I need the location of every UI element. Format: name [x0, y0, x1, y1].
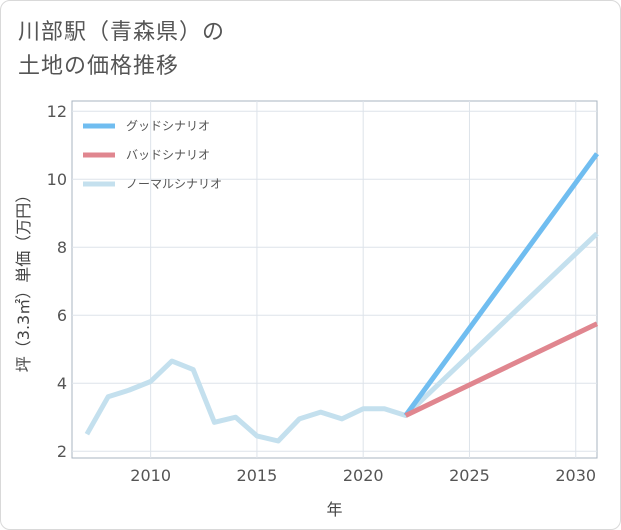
series-lines: [84, 152, 600, 444]
x-tick-label: 2015: [237, 466, 278, 485]
y-tick-label: 10: [47, 170, 67, 189]
x-tick-label: 2010: [130, 466, 171, 485]
x-tick-label: 2030: [555, 466, 596, 485]
chart-title: 川部駅（青森県）の 土地の価格推移: [18, 20, 226, 79]
legend-label: グッドシナリオ: [126, 119, 210, 133]
series-line: [403, 152, 600, 417]
tick-labels: 2010 2015 2020 2025 2030 2 4 6 8 10 12: [47, 102, 596, 485]
y-tick-label: 6: [57, 306, 67, 325]
x-axis-title: 年: [326, 500, 342, 519]
y-tick-label: 2: [57, 442, 67, 461]
y-tick-label: 12: [47, 102, 67, 121]
y-axis-title: 坪（3.3㎡）単価（万円）: [14, 187, 33, 372]
grid: [71, 100, 598, 459]
legend-label: ノーマルシナリオ: [126, 177, 222, 191]
legend-label: バッドシナリオ: [126, 148, 210, 162]
x-tick-label: 2025: [449, 466, 490, 485]
series-line: [404, 321, 599, 418]
plot-border: [71, 100, 598, 459]
series-line: [84, 231, 599, 444]
y-tick-label: 8: [57, 238, 67, 257]
y-tick-label: 4: [57, 374, 67, 393]
x-tick-label: 2020: [343, 466, 384, 485]
